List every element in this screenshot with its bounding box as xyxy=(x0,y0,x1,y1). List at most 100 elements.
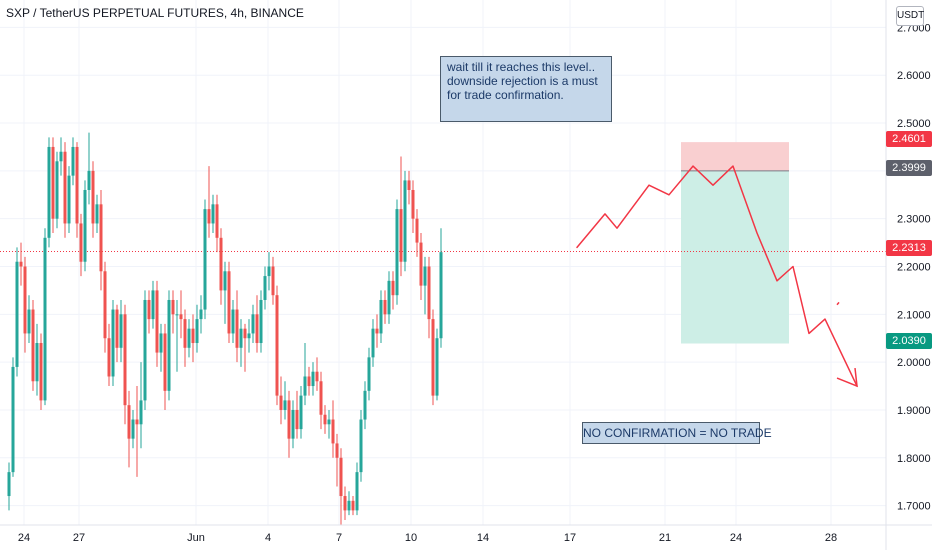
candle xyxy=(79,223,83,262)
confirmation-annotation[interactable]: NO CONFIRMATION = NO TRADE xyxy=(582,422,772,444)
candle xyxy=(259,299,263,344)
candle xyxy=(71,146,75,176)
candle xyxy=(39,343,43,401)
price-tag-entry: 2.3999 xyxy=(886,160,932,176)
candle xyxy=(7,472,11,497)
candle xyxy=(139,400,143,425)
candle xyxy=(315,371,319,382)
y-tick-label: 2.2000 xyxy=(897,262,931,274)
candle xyxy=(179,314,183,320)
candle xyxy=(343,496,347,511)
candle xyxy=(91,170,95,224)
candle xyxy=(143,299,147,401)
candle xyxy=(87,170,91,190)
candle xyxy=(11,366,15,473)
chart-title: SXP / TetherUS PERPETUAL FUTURES, 4h, BI… xyxy=(6,6,304,20)
candle xyxy=(47,146,51,238)
candle xyxy=(311,371,315,387)
candle xyxy=(207,209,211,224)
candle xyxy=(275,295,279,396)
currency-button[interactable]: USDT xyxy=(896,6,924,26)
candle xyxy=(371,328,375,358)
candle xyxy=(211,204,215,224)
candle xyxy=(119,314,123,348)
candle xyxy=(231,309,235,334)
candle xyxy=(363,390,367,420)
candle xyxy=(43,237,47,401)
candle xyxy=(127,405,131,439)
note-line: wait till it reaches this level.. xyxy=(447,60,596,74)
candle xyxy=(359,419,363,473)
y-tick-label: 2.6000 xyxy=(897,70,931,82)
candle xyxy=(159,333,163,353)
candle xyxy=(355,472,359,511)
candle xyxy=(383,299,387,315)
x-tick-label: 17 xyxy=(564,532,576,544)
candle xyxy=(147,299,151,320)
candle xyxy=(27,309,31,334)
note-line: for trade confirmation. xyxy=(447,88,564,102)
candle xyxy=(367,357,371,391)
candle xyxy=(407,180,411,190)
candle xyxy=(351,500,355,511)
candle xyxy=(431,319,435,396)
candle xyxy=(135,419,139,425)
candle xyxy=(131,419,135,439)
candle xyxy=(391,280,395,296)
candle xyxy=(263,276,267,300)
x-tick-label: Jun xyxy=(187,532,205,544)
candle xyxy=(171,299,175,315)
candle xyxy=(55,161,59,219)
candle xyxy=(411,189,415,219)
candle xyxy=(347,500,351,511)
note-annotation[interactable]: wait till it reaches this level.. downsi… xyxy=(440,56,612,122)
candle xyxy=(219,237,223,291)
projected-path xyxy=(576,165,858,387)
candle xyxy=(83,189,87,262)
candle xyxy=(31,309,35,382)
x-tick-label: 7 xyxy=(336,532,342,544)
candle xyxy=(319,381,323,415)
candle xyxy=(375,328,379,334)
candle xyxy=(203,209,207,310)
candle xyxy=(227,271,231,334)
candle xyxy=(271,266,275,296)
candle xyxy=(415,218,419,243)
candle xyxy=(267,266,271,277)
candle xyxy=(223,271,227,291)
candle xyxy=(99,204,103,272)
candle xyxy=(199,309,203,320)
candle xyxy=(307,376,311,387)
x-tick-label: 10 xyxy=(405,532,417,544)
candle xyxy=(331,419,335,444)
candle xyxy=(247,333,251,339)
candle xyxy=(255,314,259,344)
candle xyxy=(183,319,187,348)
candle xyxy=(107,338,111,377)
candle xyxy=(215,204,219,238)
candle xyxy=(123,314,127,406)
candle xyxy=(335,443,339,458)
x-tick-label: 24 xyxy=(18,532,30,544)
price-tag-last: 2.2313 xyxy=(886,240,932,256)
price-tag-stop: 2.4601 xyxy=(886,131,932,147)
candle xyxy=(299,395,303,430)
x-tick-label: 24 xyxy=(730,532,742,544)
candle xyxy=(291,409,295,439)
candle xyxy=(75,146,79,224)
candle xyxy=(235,309,239,348)
candle xyxy=(15,261,19,367)
candle xyxy=(423,266,427,286)
candle xyxy=(115,309,119,348)
take-profit-zone xyxy=(681,170,789,344)
candle xyxy=(195,319,199,344)
candle xyxy=(243,328,247,339)
candle xyxy=(303,376,307,396)
candle xyxy=(435,338,439,396)
x-tick-label: 4 xyxy=(265,532,271,544)
candle xyxy=(35,343,39,382)
candle xyxy=(403,180,407,262)
x-tick-label: 27 xyxy=(73,532,85,544)
